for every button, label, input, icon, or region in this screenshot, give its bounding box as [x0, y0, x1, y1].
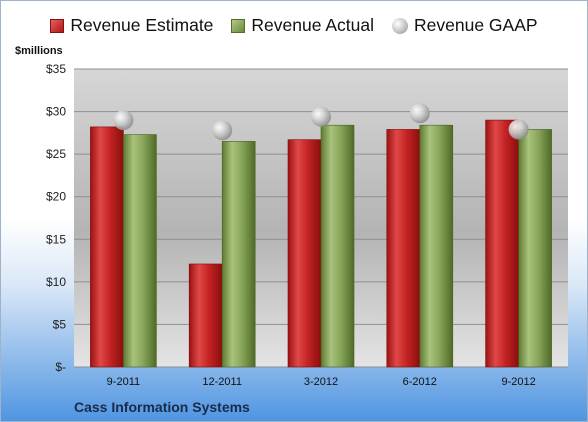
bar-revenue-actual [320, 124, 355, 368]
y-tick-label: $25 [46, 147, 66, 161]
bars [90, 119, 552, 368]
y-tick-label: $- [55, 360, 66, 374]
x-tick-label: 9-2012 [501, 376, 535, 388]
company-name: Cass Information Systems [74, 399, 250, 415]
legend-swatch-gaap [392, 17, 409, 34]
legend-swatch-estimate [50, 18, 65, 33]
y-tick-label: $10 [46, 275, 66, 289]
y-tick-label: $35 [46, 62, 66, 76]
legend-label-actual: Revenue Actual [251, 15, 375, 35]
legend-label-estimate: Revenue Estimate [70, 15, 214, 35]
bar-revenue-actual [221, 141, 256, 368]
bar-revenue-estimate [287, 139, 322, 368]
x-tick-label: 9-2011 [107, 376, 140, 388]
x-tick-label: 12-2011 [202, 376, 242, 388]
legend-item-estimate: Revenue Estimate [50, 15, 213, 36]
gaap-markers [113, 103, 529, 141]
x-axis-ticks: 9-2011 12-2011 3-2012 6-2012 9-2012 [107, 376, 536, 388]
marker-revenue-gaap [113, 110, 134, 131]
y-axis-ticks: $- $5 $10 $15 $20 $25 $30 $35 [46, 62, 66, 374]
y-axis-unit-label: $millions [15, 45, 63, 57]
bar-revenue-actual [518, 129, 552, 368]
marker-revenue-gaap [508, 119, 529, 140]
y-tick-label: $5 [53, 317, 67, 331]
bar-revenue-actual [123, 134, 157, 368]
bar-revenue-estimate [386, 129, 421, 368]
bar-revenue-estimate [485, 119, 519, 368]
bar-revenue-actual [419, 124, 454, 368]
bar-revenue-estimate [188, 263, 223, 368]
legend-swatch-actual [231, 18, 246, 33]
legend-label-gaap: Revenue GAAP [414, 15, 538, 35]
legend-item-gaap: Revenue GAAP [392, 15, 538, 36]
bar-revenue-estimate [90, 126, 124, 368]
y-tick-label: $20 [46, 190, 66, 204]
y-tick-label: $15 [46, 232, 66, 246]
marker-revenue-gaap [311, 106, 331, 127]
x-tick-label: 3-2012 [304, 376, 338, 388]
legend: Revenue Estimate Revenue Actual Revenue … [1, 15, 587, 36]
x-tick-label: 6-2012 [403, 376, 437, 388]
marker-revenue-gaap [212, 120, 233, 141]
legend-item-actual: Revenue Actual [231, 15, 374, 36]
marker-revenue-gaap [409, 103, 430, 124]
y-tick-label: $30 [46, 105, 66, 119]
